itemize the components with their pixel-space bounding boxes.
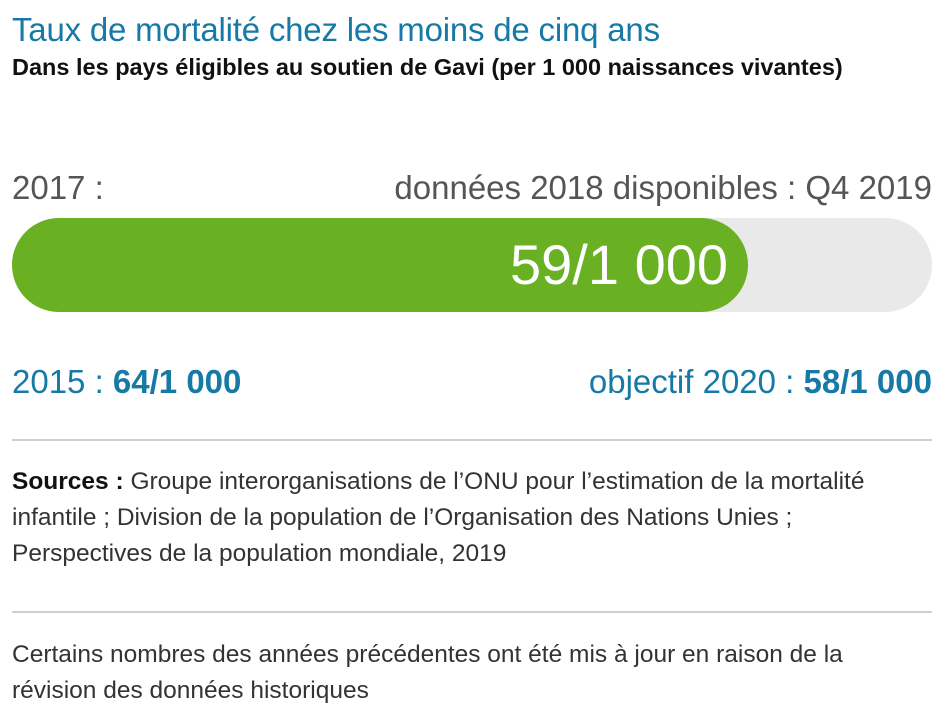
baseline-label: 2015 :: [12, 363, 104, 400]
target: objectif 2020 : 58/1 000: [589, 362, 932, 402]
divider: [12, 611, 932, 613]
baseline-value: 64/1 000: [112, 363, 242, 400]
sources-body: Groupe interorganisations de l’ONU pour …: [12, 468, 865, 567]
revision-note: Certains nombres des années précédentes …: [12, 641, 843, 704]
indicator-card: Taux de mortalité chez les moins de cinq…: [12, 10, 932, 704]
target-label: objectif 2020 :: [588, 363, 795, 400]
divider: [12, 439, 932, 441]
next-data-note: données 2018 disponibles : Q4 2019: [394, 169, 932, 206]
progress-bar-track: 59/1 000: [12, 218, 932, 312]
progress-bar-fill: 59/1 000: [12, 218, 748, 312]
current-value-label: 59/1 000: [510, 233, 728, 296]
target-value: 58/1 000: [803, 363, 932, 400]
baseline: 2015 : 64/1 000: [12, 362, 241, 402]
sources-label: Sources :: [12, 468, 124, 495]
reference-row: 2015 : 64/1 000 objectif 2020 : 58/1 000: [12, 362, 932, 402]
current-year-label: 2017 :: [12, 169, 104, 206]
current-year-row: 2017 : données 2018 disponibles : Q4 201…: [12, 168, 932, 208]
chart-title: Taux de mortalité chez les moins de cinq…: [12, 11, 660, 48]
chart-subtitle: Dans les pays éligibles au soutien de Ga…: [12, 54, 843, 80]
sources-text: Sources : Groupe interorganisations de l…: [12, 464, 932, 572]
